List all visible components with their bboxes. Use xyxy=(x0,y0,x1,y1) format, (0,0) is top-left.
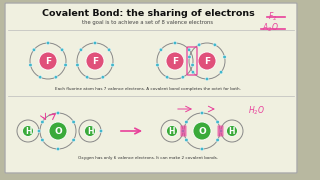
Text: H: H xyxy=(229,127,235,136)
Circle shape xyxy=(185,120,188,124)
Circle shape xyxy=(41,120,44,124)
Circle shape xyxy=(188,48,191,51)
FancyBboxPatch shape xyxy=(180,125,187,136)
Circle shape xyxy=(54,76,58,79)
Circle shape xyxy=(166,52,184,70)
Circle shape xyxy=(49,122,67,140)
Circle shape xyxy=(111,63,114,67)
Text: Covalent Bond: the sharing of electrons: Covalent Bond: the sharing of electrons xyxy=(42,8,254,17)
Text: O: O xyxy=(198,127,206,136)
Circle shape xyxy=(181,129,185,133)
Circle shape xyxy=(99,129,103,133)
Circle shape xyxy=(173,41,177,45)
Circle shape xyxy=(41,138,44,142)
Circle shape xyxy=(227,125,237,136)
Circle shape xyxy=(188,55,191,59)
Circle shape xyxy=(86,52,104,70)
Circle shape xyxy=(185,138,188,142)
Circle shape xyxy=(216,120,219,124)
Circle shape xyxy=(60,48,64,51)
Text: H: H xyxy=(25,127,31,136)
Circle shape xyxy=(101,76,105,79)
Circle shape xyxy=(38,76,42,79)
Circle shape xyxy=(72,120,75,124)
Circle shape xyxy=(205,77,209,81)
Circle shape xyxy=(216,138,219,142)
Circle shape xyxy=(213,43,217,46)
Circle shape xyxy=(29,63,32,67)
Circle shape xyxy=(76,63,79,67)
Text: Oxygen has only 6 valence electrons. It can make 2 covalent bonds.: Oxygen has only 6 valence electrons. It … xyxy=(78,156,218,160)
Circle shape xyxy=(200,147,204,151)
Circle shape xyxy=(198,52,216,70)
Circle shape xyxy=(156,63,159,67)
Circle shape xyxy=(56,111,60,115)
Circle shape xyxy=(159,48,163,51)
Circle shape xyxy=(46,41,50,45)
Text: $H_2O$: $H_2O$ xyxy=(248,104,265,116)
Text: H: H xyxy=(87,127,93,136)
Text: F: F xyxy=(172,57,178,66)
Text: Each fluorine atom has 7 valence electrons. A covalent bond completes the octet : Each fluorine atom has 7 valence electro… xyxy=(55,87,241,91)
Circle shape xyxy=(84,125,95,136)
Circle shape xyxy=(220,71,223,74)
Circle shape xyxy=(193,122,211,140)
Circle shape xyxy=(22,125,34,136)
Circle shape xyxy=(79,48,83,51)
Circle shape xyxy=(165,76,169,79)
Circle shape xyxy=(108,48,111,51)
Text: F: F xyxy=(204,57,210,66)
Circle shape xyxy=(166,125,178,136)
Text: O: O xyxy=(54,127,62,136)
Circle shape xyxy=(85,76,89,79)
Circle shape xyxy=(56,147,60,151)
Circle shape xyxy=(93,41,97,45)
Text: F: F xyxy=(45,57,51,66)
Circle shape xyxy=(32,48,36,51)
Circle shape xyxy=(72,138,75,142)
Circle shape xyxy=(223,55,226,59)
Circle shape xyxy=(64,63,67,67)
FancyBboxPatch shape xyxy=(218,125,223,136)
Text: $A_2O$: $A_2O$ xyxy=(262,21,279,33)
Circle shape xyxy=(191,63,194,67)
Text: F: F xyxy=(92,57,98,66)
Text: H: H xyxy=(169,127,175,136)
Circle shape xyxy=(181,76,185,79)
Text: the goal is to achieve a set of 8 valence electrons: the goal is to achieve a set of 8 valenc… xyxy=(83,19,213,24)
Circle shape xyxy=(197,43,201,46)
FancyBboxPatch shape xyxy=(5,3,297,173)
Circle shape xyxy=(37,129,41,133)
Text: $F_2$: $F_2$ xyxy=(268,10,277,22)
Circle shape xyxy=(191,71,195,74)
Circle shape xyxy=(200,111,204,115)
Circle shape xyxy=(39,52,57,70)
Circle shape xyxy=(219,129,223,133)
